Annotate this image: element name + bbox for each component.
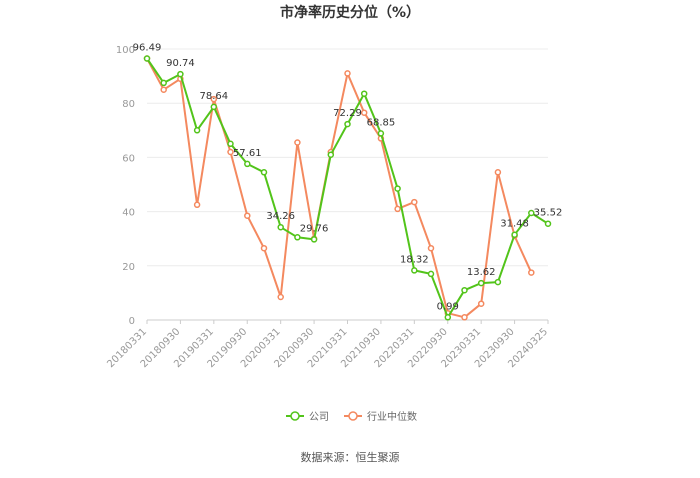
series-group — [143, 55, 552, 321]
data-label: 57.61 — [233, 148, 262, 159]
data-point-0[interactable] — [461, 286, 468, 294]
legend-label: 公司 — [309, 412, 329, 423]
legend-item-1[interactable]: 行业中位数 — [344, 410, 417, 423]
series-line-1 — [146, 58, 533, 319]
legend[interactable]: 公司 行业中位数 — [286, 410, 417, 423]
data-label: 90.74 — [166, 58, 195, 69]
data-point-1[interactable] — [260, 244, 268, 252]
data-point-0[interactable] — [327, 151, 335, 158]
data-point-1[interactable] — [227, 148, 234, 156]
data-point-0[interactable] — [260, 169, 268, 176]
legend-item-0[interactable]: 公司 — [286, 411, 329, 423]
data-labels: 96.49 90.74 78.64 57.61 34.26 29.76 72.29 68.85… — [133, 43, 563, 313]
data-point-1[interactable] — [193, 201, 201, 209]
data-label: 29.76 — [300, 223, 329, 234]
data-label: 78.64 — [200, 91, 229, 102]
data-point-1[interactable] — [394, 205, 401, 213]
data-label: 72.29 — [333, 108, 362, 119]
data-label: 18.32 — [400, 254, 429, 265]
data-point-0[interactable] — [544, 220, 552, 227]
y-tick-label: 60 — [122, 153, 135, 164]
legend-swatch-marker — [348, 411, 358, 421]
data-point-0[interactable] — [143, 55, 151, 62]
data-label: 96.49 — [133, 43, 162, 54]
data-point-0[interactable] — [193, 127, 201, 134]
data-label: 13.62 — [467, 267, 496, 278]
data-point-0[interactable] — [210, 103, 218, 111]
data-point-0[interactable] — [277, 223, 284, 231]
y-tick-label: 80 — [122, 99, 135, 110]
data-label: 31.48 — [500, 219, 529, 230]
grid-lines — [147, 48, 548, 321]
data-point-1[interactable] — [210, 95, 218, 103]
data-point-0[interactable] — [444, 314, 452, 321]
data-point-0[interactable] — [177, 70, 184, 78]
data-point-0[interactable] — [494, 278, 502, 286]
data-point-1[interactable] — [411, 198, 418, 206]
legend-label: 行业中位数 — [367, 410, 417, 423]
data-point-1[interactable] — [528, 269, 535, 276]
data-point-0[interactable] — [427, 270, 435, 278]
data-point-0[interactable] — [310, 236, 318, 243]
x-axis: 2018033120180930201903312019093020200331… — [105, 320, 550, 370]
data-label: 34.26 — [266, 211, 295, 222]
chart-title: 市净率历史分位（%） — [280, 4, 420, 21]
data-point-0[interactable] — [344, 120, 351, 128]
data-point-0[interactable] — [160, 79, 167, 87]
data-point-1[interactable] — [344, 70, 351, 77]
data-point-0[interactable] — [227, 140, 234, 148]
y-tick-label: 100 — [116, 45, 135, 56]
data-point-1[interactable] — [244, 212, 251, 219]
data-point-0[interactable] — [528, 209, 535, 217]
legend-swatch-marker — [290, 411, 300, 421]
y-tick-label: 20 — [122, 262, 135, 273]
source-note: 数据来源：恒生聚源 — [301, 450, 400, 464]
data-point-0[interactable] — [244, 160, 251, 168]
data-point-1[interactable] — [427, 244, 435, 252]
data-point-1[interactable] — [360, 109, 368, 116]
data-point-1[interactable] — [477, 300, 485, 307]
data-point-1[interactable] — [160, 86, 167, 93]
data-label: 0.99 — [437, 301, 459, 312]
y-tick-label: 0 — [129, 316, 135, 327]
data-point-0[interactable] — [394, 185, 401, 192]
data-point-0[interactable] — [511, 231, 518, 238]
data-label: 35.52 — [534, 208, 563, 219]
y-axis: 0 20 40 60 80 100 — [116, 45, 135, 327]
data-point-1[interactable] — [494, 169, 502, 176]
data-point-1[interactable] — [277, 293, 284, 301]
y-tick-label: 40 — [122, 208, 135, 219]
data-label: 68.85 — [367, 117, 396, 128]
data-point-0[interactable] — [360, 90, 368, 97]
data-point-1[interactable] — [461, 314, 468, 321]
data-point-0[interactable] — [477, 279, 485, 287]
data-point-1[interactable] — [294, 139, 301, 146]
data-point-0[interactable] — [377, 130, 385, 137]
data-point-0[interactable] — [411, 267, 418, 274]
data-point-0[interactable] — [294, 234, 301, 241]
